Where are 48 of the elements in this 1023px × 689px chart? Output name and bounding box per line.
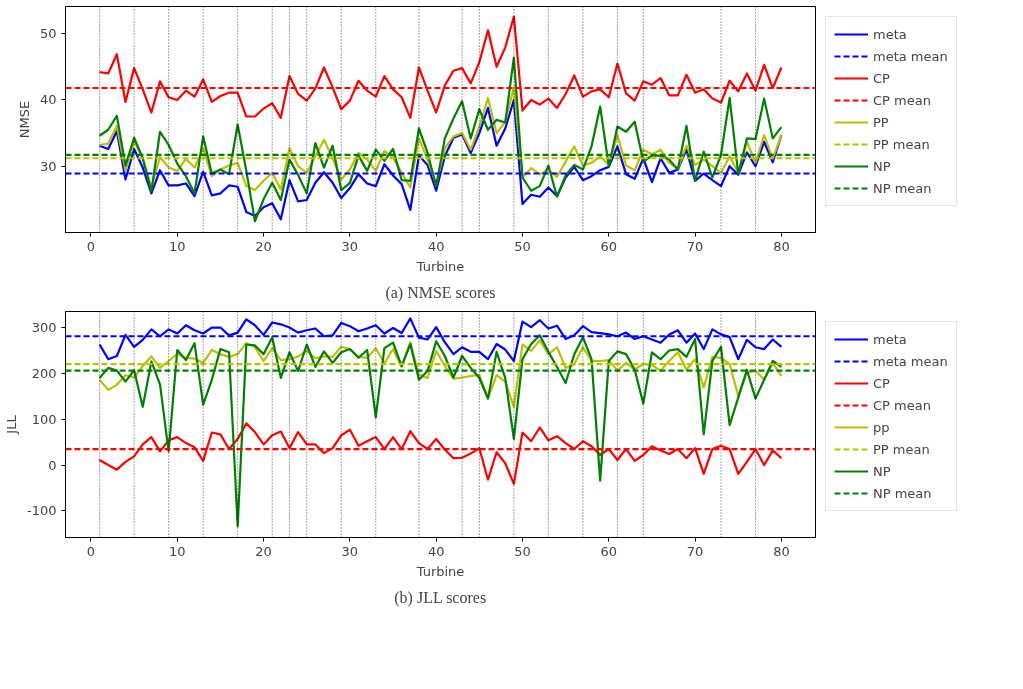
x-tick-label: 50 [514, 543, 531, 559]
legend-label: CP mean [873, 396, 931, 414]
x-axis-title: Turbine [415, 258, 465, 274]
x-tick-label: 10 [169, 543, 186, 559]
legend-label: NP mean [873, 484, 932, 502]
legend-label: meta [873, 330, 907, 348]
y-tick-label: -100 [27, 503, 57, 519]
legend-label: CP [873, 374, 891, 392]
text: (b) JLL scores [394, 588, 487, 607]
legend-label: NP [873, 157, 892, 175]
y-tick-label: 100 [31, 411, 57, 427]
x-tick-label: 0 [86, 238, 96, 254]
x-tick-label: 70 [686, 238, 704, 254]
y-tick-label: 30 [39, 158, 57, 174]
x-tick-label: 10 [169, 238, 186, 254]
x-tick-label: 60 [600, 238, 618, 254]
x-tick-label: 60 [600, 543, 618, 559]
legend-label: PP [873, 113, 890, 131]
y-tick-label: 200 [31, 365, 57, 381]
legend-label: PP mean [873, 440, 930, 458]
legend-label: meta mean [873, 47, 948, 65]
y-axis-title: NMSE [16, 100, 32, 139]
legend-label: meta [873, 25, 907, 43]
legend-label: meta mean [873, 352, 948, 370]
y-tick-label: 50 [39, 26, 57, 42]
text: (a) NMSE scores [385, 283, 496, 302]
y-tick-label: 40 [39, 92, 57, 108]
y-axis-title: JLL [4, 414, 19, 435]
x-tick-label: 40 [427, 543, 445, 559]
legend-label: CP [873, 69, 891, 87]
x-tick-label: 30 [341, 543, 359, 559]
x-tick-label: 50 [514, 238, 531, 254]
x-tick-label: 80 [773, 543, 790, 559]
x-tick-label: 0 [86, 543, 96, 559]
x-tick-label: 80 [773, 238, 790, 254]
legend-label: NP [873, 462, 892, 480]
y-tick-label: 300 [31, 320, 57, 336]
legend-label: pp [873, 418, 891, 436]
x-tick-label: 20 [255, 238, 272, 254]
x-tick-label: 30 [341, 238, 359, 254]
x-tick-label: 20 [255, 543, 272, 559]
legend-label: NP mean [873, 179, 932, 197]
x-axis-title: Turbine [415, 563, 465, 579]
y-tick-label: 0 [48, 457, 57, 473]
legend-label: CP mean [873, 91, 931, 109]
legend-label: PP mean [873, 135, 930, 153]
x-tick-label: 70 [686, 543, 704, 559]
x-tick-label: 40 [427, 238, 445, 254]
